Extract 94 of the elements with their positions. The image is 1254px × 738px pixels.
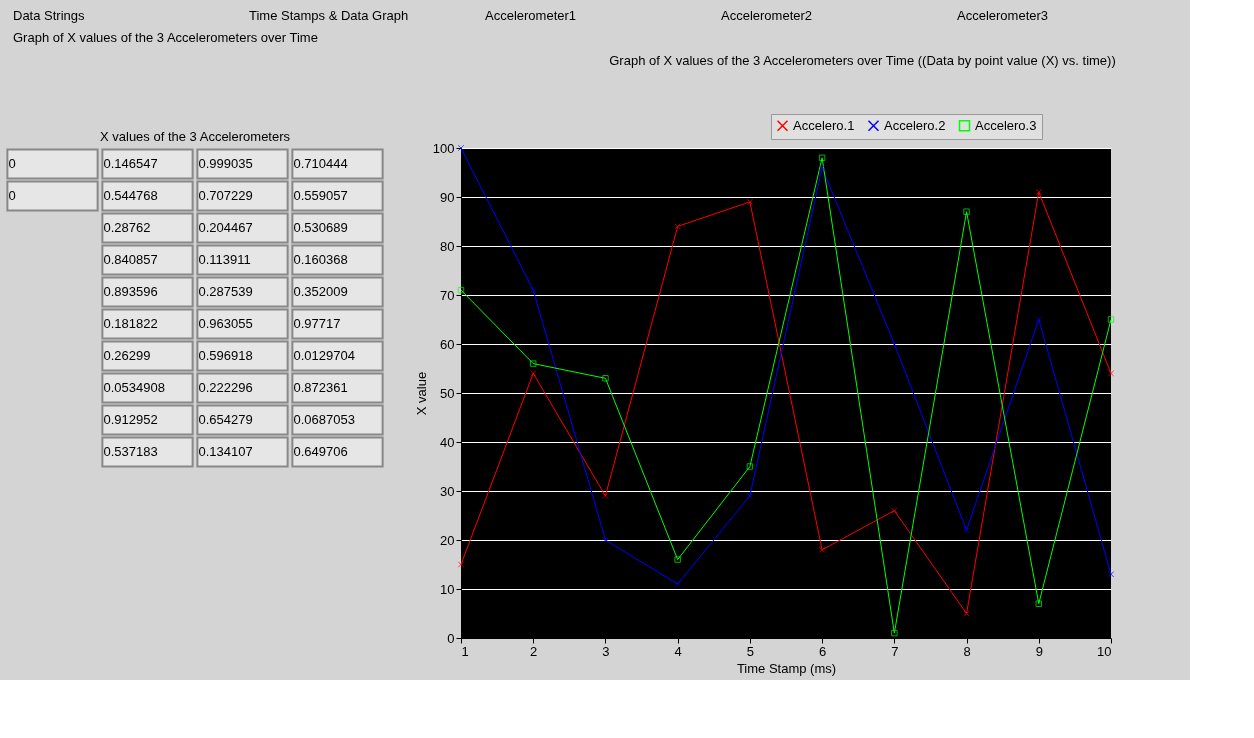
text: Accelerometer1: [485, 8, 577, 23]
y-tick-label: 0: [447, 630, 455, 646]
y-tick-label: 80: [440, 238, 455, 254]
text: 0.26299: [103, 348, 151, 363]
y-tick-label: 40: [440, 434, 455, 450]
point: [746, 198, 754, 206]
text: 0.999035: [198, 156, 253, 171]
y-tick-label: 10: [440, 581, 455, 597]
legend-label: Accelero.3: [975, 117, 1037, 133]
x-tick-label: 4: [674, 643, 682, 659]
point: [529, 370, 537, 377]
text: 0.893596: [103, 284, 158, 299]
x-tick-label: 10: [1097, 643, 1112, 659]
y-tick-label: 20: [440, 532, 455, 548]
text: 0.963055: [198, 316, 253, 331]
x-tick-label: 9: [1035, 643, 1043, 659]
text: 0.559057: [293, 188, 348, 203]
point: [818, 154, 826, 162]
text: 0.544768: [103, 188, 158, 203]
text: 0.0687053: [293, 412, 355, 427]
point: [674, 223, 681, 230]
x-axis-title: Time Stamp (ms): [736, 660, 837, 676]
text: 0.0129704: [293, 348, 355, 363]
text: Data Strings: [13, 8, 86, 23]
text: 0: [8, 188, 16, 203]
point: [602, 536, 609, 544]
point: [818, 546, 826, 554]
text: 0.134107: [198, 444, 253, 459]
point: [674, 580, 681, 588]
text: 0.710444: [293, 156, 348, 171]
point: [602, 492, 609, 500]
text: X values of the 3 Accelerometers: [99, 129, 291, 144]
point: [963, 526, 970, 534]
legend-label: Accelero.1: [793, 117, 855, 133]
text: 0.113911: [198, 252, 251, 267]
point: [602, 375, 609, 382]
point: [1035, 188, 1043, 196]
x-tick-label: 3: [602, 643, 610, 659]
text: 0.28762: [103, 220, 151, 235]
text: 0.840857: [103, 252, 158, 267]
y-tick-label: 60: [440, 336, 455, 352]
text: 0.352009: [293, 284, 348, 299]
text: Accelerometer3: [957, 8, 1049, 23]
x-tick-label: 2: [530, 643, 538, 659]
y-tick-label: 90: [440, 189, 455, 205]
point: [746, 463, 754, 470]
point: [818, 164, 826, 171]
point: [746, 492, 754, 500]
text: Graph of X values of the 3 Accelerometers over Time: [13, 30, 318, 45]
x-tick-label: 7: [891, 643, 899, 659]
text: 0: [8, 156, 16, 171]
y-tick-label: 30: [440, 483, 455, 499]
text: 0.222296: [198, 380, 253, 395]
point: [457, 561, 465, 568]
text: 0.654279: [198, 412, 253, 427]
point: [891, 629, 898, 637]
x-tick-label: 8: [963, 643, 971, 659]
x-tick-label: 6: [818, 643, 827, 659]
x-tick-label: 1: [461, 643, 469, 659]
x-tick-label: 5: [746, 643, 755, 659]
chart-title: Graph of X values of the 3 Accelerometers over Time ((Data by point value (X) vs. time)): [609, 52, 1116, 68]
point: [1107, 316, 1115, 323]
text: 0.872361: [293, 380, 348, 395]
y-tick-label: 70: [440, 287, 455, 303]
point: [1035, 316, 1043, 323]
y-tick-label: 100: [432, 140, 455, 156]
point: [529, 360, 537, 367]
point: [1107, 571, 1115, 578]
text: 0.912952: [103, 412, 158, 427]
text: 0.707229: [198, 188, 253, 203]
point: [1107, 370, 1115, 377]
text: Accelerometer2: [721, 8, 813, 23]
legend-label: Accelero.2: [884, 117, 946, 133]
text: 0.530689: [293, 220, 348, 235]
point: [457, 286, 465, 294]
text: 0.596918: [198, 348, 253, 363]
text: 0.181822: [103, 316, 158, 331]
text: 0.204467: [198, 220, 253, 235]
point: [891, 507, 898, 514]
text: 0.287539: [198, 284, 253, 299]
text: 0.0534908: [103, 380, 165, 395]
point: [891, 340, 898, 348]
text: 0.160368: [293, 252, 348, 267]
text: 0.649706: [293, 444, 348, 459]
text: 0.537183: [103, 444, 158, 459]
text: 0.146547: [103, 156, 158, 171]
y-axis-title: X value: [413, 371, 429, 416]
text: Time Stamps & Data Graph: [249, 8, 409, 23]
point: [674, 556, 681, 563]
point: [529, 286, 537, 294]
point: [1035, 600, 1043, 607]
y-tick-label: 50: [440, 385, 455, 401]
point: [963, 208, 970, 215]
text: 0.97717: [293, 316, 341, 331]
